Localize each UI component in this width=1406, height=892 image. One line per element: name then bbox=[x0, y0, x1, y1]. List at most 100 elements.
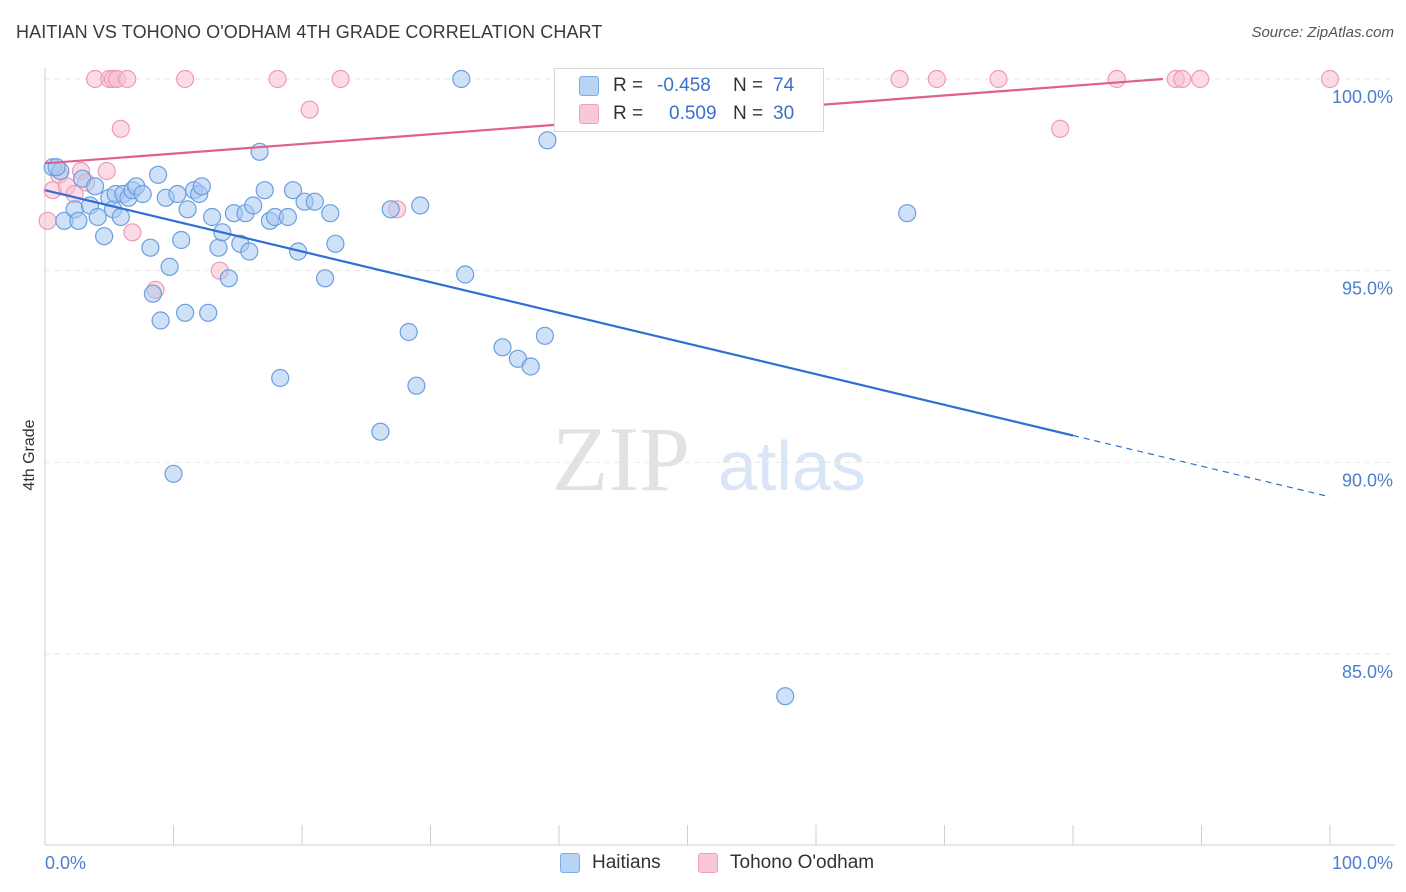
tohono-point bbox=[989, 69, 1008, 89]
haitians-point bbox=[240, 242, 259, 261]
tohono-point bbox=[111, 119, 130, 138]
haitians-point bbox=[452, 69, 471, 89]
watermark-zip: ZIP bbox=[552, 408, 690, 510]
haitians-point bbox=[521, 357, 540, 376]
haitians-point bbox=[199, 303, 218, 322]
haitians-point bbox=[85, 177, 105, 196]
haitians-point bbox=[160, 257, 179, 276]
haitians-point bbox=[203, 207, 222, 227]
series-legend-label-tohono: Tohono O'odham bbox=[730, 852, 875, 873]
haitians-point bbox=[898, 204, 917, 223]
series-legend-haitians[interactable]: Haitians bbox=[560, 852, 661, 874]
haitians-point bbox=[326, 234, 345, 253]
haitians-point bbox=[381, 200, 400, 219]
tick-labels: 85.0% 90.0% 95.0% 100.0% 0.0% 100.0% bbox=[45, 87, 1393, 873]
axes bbox=[44, 68, 1395, 846]
stats-legend: R = -0.458 N = 74 R = 0.509 N = 30 bbox=[554, 68, 824, 132]
tohono-point bbox=[890, 69, 909, 89]
haitians-point bbox=[192, 177, 211, 196]
haitians-point bbox=[255, 181, 274, 200]
haitians-point bbox=[209, 238, 228, 257]
legend-swatch-haitians bbox=[579, 76, 599, 96]
haitians-trend-extension bbox=[1072, 434, 1331, 498]
tohono-point bbox=[268, 69, 287, 89]
haitians-point bbox=[143, 284, 162, 303]
legend-row-tohono: R = 0.509 N = 30 bbox=[579, 102, 794, 126]
y-tick-label: 90.0% bbox=[1342, 470, 1393, 490]
haitians-point bbox=[141, 238, 160, 257]
haitians-point bbox=[88, 207, 107, 227]
series-haitians-points bbox=[43, 69, 917, 706]
legend-r-label: R = bbox=[613, 103, 644, 124]
y-tick-label: 95.0% bbox=[1342, 279, 1393, 299]
series-legend: Haitians Tohono O'odham bbox=[0, 852, 1406, 876]
legend-row-haitians: R = -0.458 N = 74 bbox=[579, 74, 794, 98]
haitians-point bbox=[168, 184, 187, 204]
legend-r-value-tohono: 0.509 bbox=[669, 103, 717, 124]
haitians-point bbox=[399, 322, 418, 342]
haitians-point bbox=[321, 204, 340, 223]
series-legend-tohono[interactable]: Tohono O'odham bbox=[698, 852, 874, 874]
legend-n-value-tohono: 30 bbox=[773, 103, 795, 124]
haitians-point bbox=[283, 181, 303, 200]
haitians-point bbox=[278, 207, 297, 227]
haitians-point bbox=[149, 165, 168, 184]
haitians-point bbox=[172, 230, 191, 250]
haitians-point bbox=[411, 196, 430, 215]
series-legend-swatch-tohono bbox=[698, 853, 718, 873]
y-axis-label: 4th Grade bbox=[21, 419, 38, 491]
y-tick-label: 85.0% bbox=[1342, 662, 1393, 682]
legend-n-label: N = bbox=[733, 75, 764, 96]
tohono-point bbox=[1320, 69, 1340, 89]
haitians-point bbox=[111, 207, 130, 227]
legend-n-value-haitians: 74 bbox=[773, 75, 795, 96]
haitians-point bbox=[151, 311, 170, 330]
haitians-point bbox=[535, 326, 555, 345]
legend-n-label: N = bbox=[733, 103, 764, 124]
haitians-point bbox=[133, 184, 152, 204]
haitians-point bbox=[316, 269, 335, 288]
tohono-point bbox=[1051, 119, 1070, 138]
haitians-point bbox=[69, 211, 88, 230]
haitians-point bbox=[94, 227, 114, 246]
haitians-point bbox=[271, 368, 290, 388]
haitians-point bbox=[305, 192, 324, 211]
haitians-point bbox=[776, 687, 795, 706]
x-tick-label-max: 100.0% bbox=[1332, 853, 1393, 873]
watermark: ZIP atlas bbox=[552, 408, 866, 510]
legend-r-value-haitians: -0.458 bbox=[657, 75, 711, 96]
tohono-point bbox=[123, 223, 142, 242]
tohono-point bbox=[927, 69, 946, 89]
tohono-point bbox=[176, 69, 195, 89]
tohono-point bbox=[300, 100, 319, 119]
haitians-point bbox=[219, 269, 238, 288]
series-legend-swatch-haitians bbox=[560, 853, 580, 873]
tohono-point bbox=[38, 211, 57, 230]
haitians-point bbox=[538, 131, 557, 150]
haitians-point bbox=[244, 196, 263, 215]
tohono-point bbox=[1173, 69, 1192, 89]
x-tick-label-min: 0.0% bbox=[45, 853, 86, 873]
haitians-point bbox=[456, 265, 475, 284]
series-legend-label-haitians: Haitians bbox=[592, 852, 661, 873]
grid-lines bbox=[45, 78, 1395, 655]
haitians-point bbox=[176, 303, 195, 322]
tohono-point bbox=[1107, 69, 1126, 89]
chart-title: HAITIAN VS TOHONO O'ODHAM 4TH GRADE CORR… bbox=[16, 22, 603, 42]
haitians-point bbox=[493, 338, 512, 357]
legend-r-label: R = bbox=[613, 75, 644, 96]
haitians-point bbox=[407, 376, 426, 395]
tohono-point bbox=[331, 69, 350, 89]
watermark-atlas: atlas bbox=[718, 427, 866, 505]
y-tick-label: 100.0% bbox=[1332, 87, 1393, 107]
source-label: Source: ZipAtlas.com bbox=[1251, 24, 1394, 41]
tohono-point bbox=[118, 69, 137, 89]
legend-swatch-tohono bbox=[579, 104, 599, 124]
haitians-point bbox=[371, 422, 390, 441]
haitians-point bbox=[178, 200, 197, 219]
tohono-point bbox=[1191, 69, 1210, 89]
haitians-trend-line bbox=[44, 189, 1074, 437]
haitians-point bbox=[164, 464, 183, 483]
tohono-point bbox=[97, 161, 116, 181]
